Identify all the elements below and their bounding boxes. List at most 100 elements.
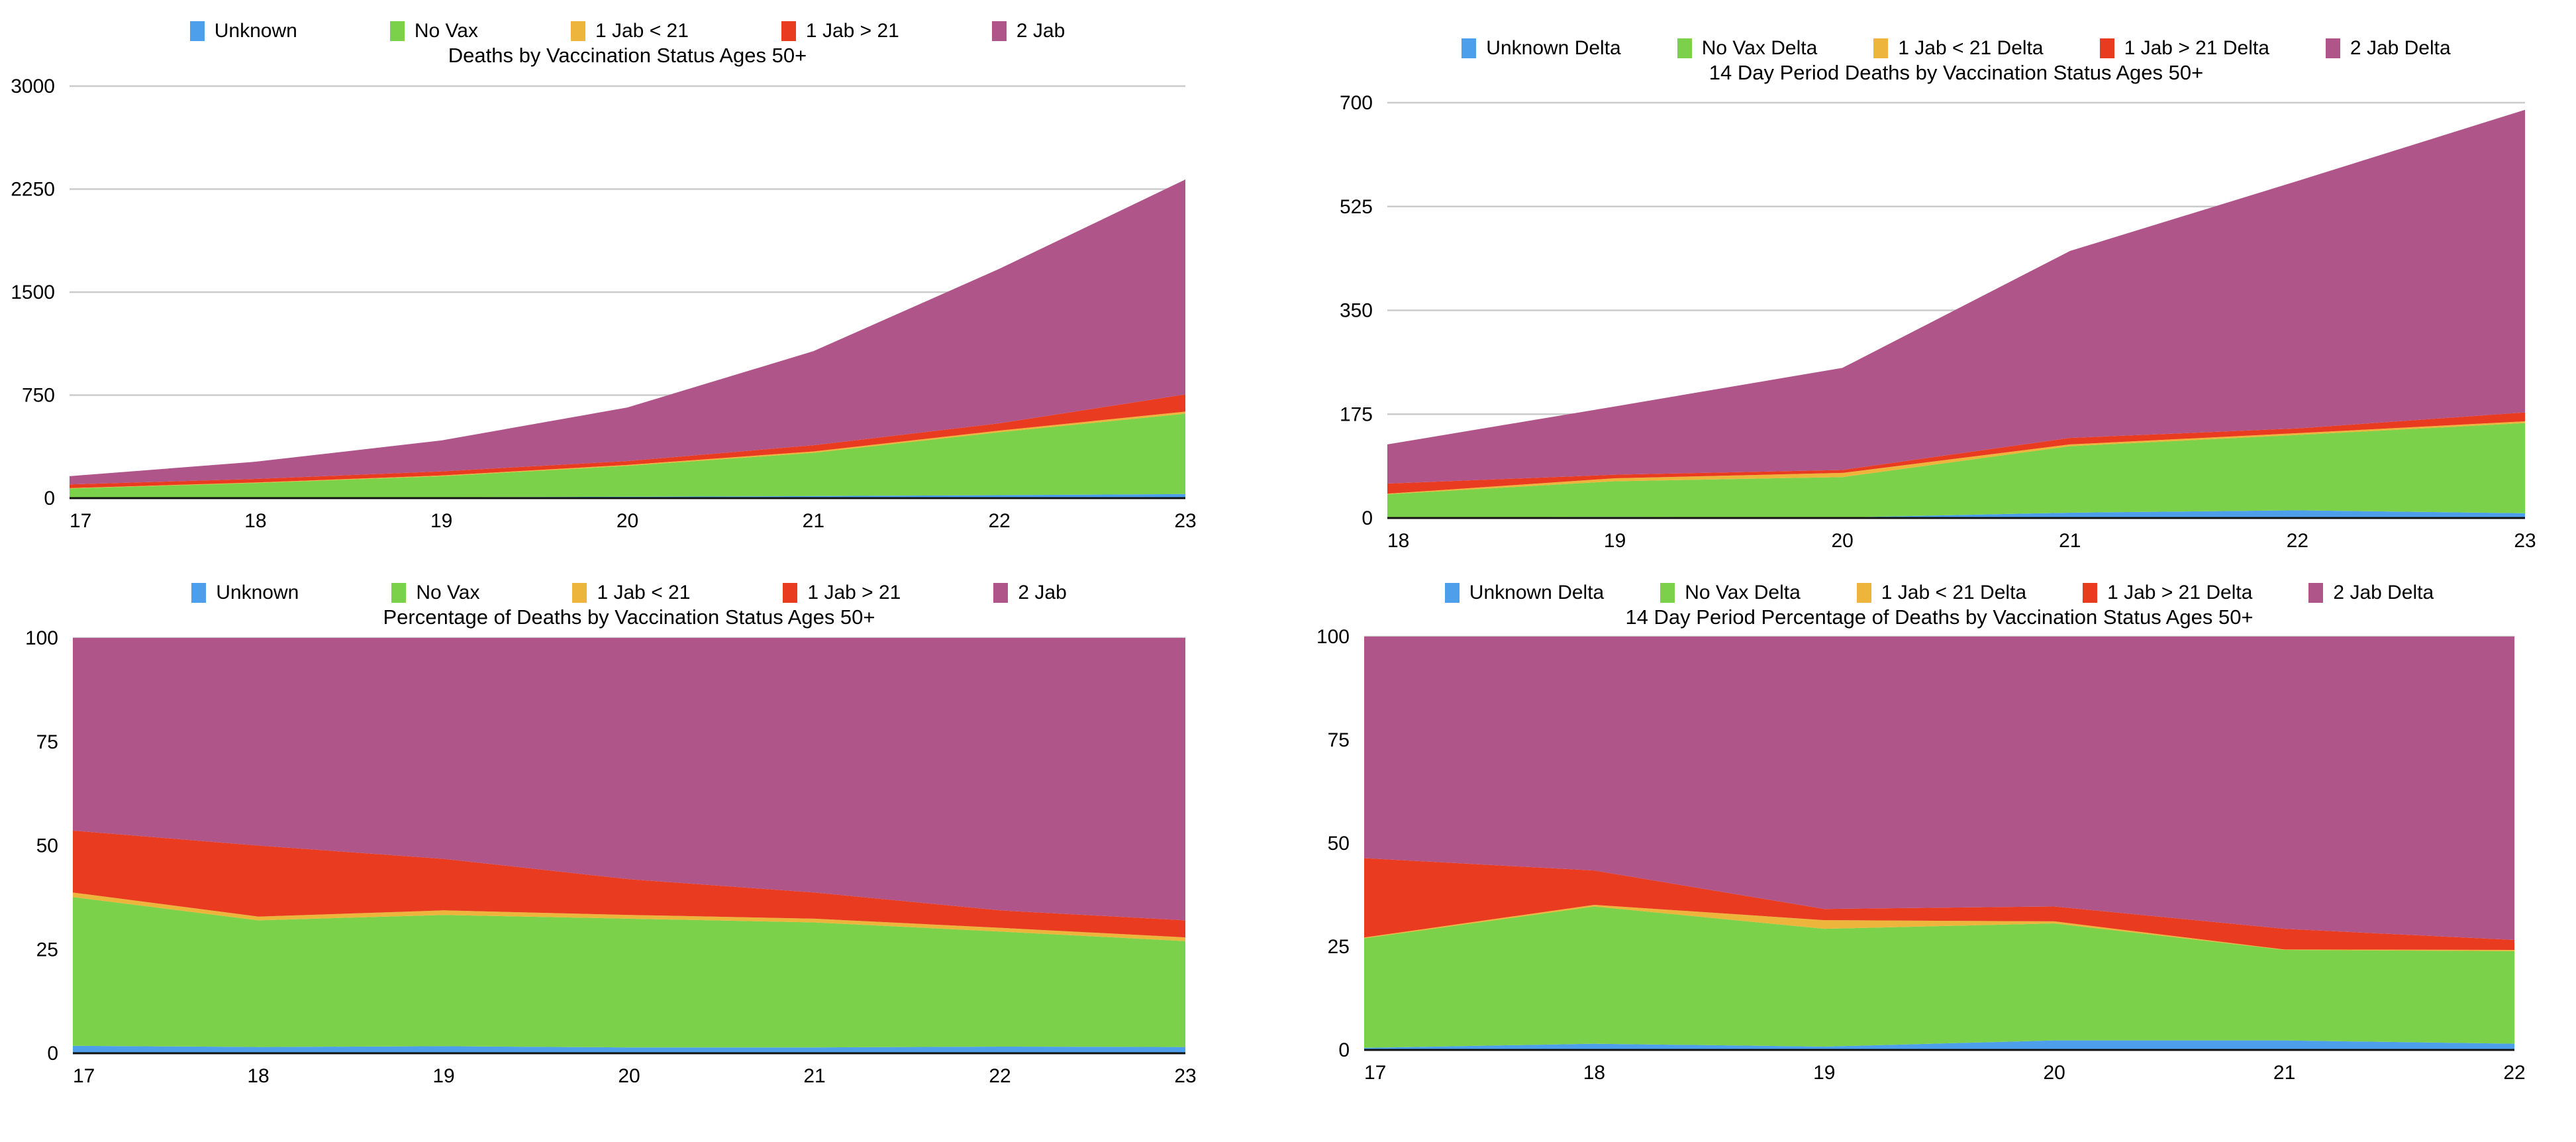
y-tick-label: 75 (36, 731, 58, 753)
legend-swatch-2-jab (993, 583, 1009, 603)
chart-title: 14 Day Period Deaths by Vaccination Stat… (1709, 61, 2204, 84)
legend-item-1-jab-21: 1 Jab > 21 (781, 20, 899, 42)
legend: Unknown Delta No Vax Delta 1 Jab < 21 Delt… (1387, 37, 2525, 60)
legend-item-unknown-delta: Unknown Delta (1461, 37, 1621, 60)
x-tick-label: 19 (430, 510, 452, 532)
legend-swatch-1-jab-21 (783, 583, 798, 603)
x-tick-label: 21 (803, 510, 824, 532)
chart-title: 14 Day Period Percentage of Deaths by Va… (1625, 605, 2254, 629)
chart-14-day-percentage-deaths-by-vaccination-status: Unknown Delta No Vax Delta 1 Jab < 21 Delt… (1288, 571, 2576, 1142)
area-no-vax-delta (1387, 423, 2525, 518)
x-tick-label: 20 (2044, 1062, 2065, 1084)
legend-label: Unknown (216, 582, 299, 603)
x-tick-label: 21 (2273, 1062, 2295, 1084)
y-tick-label: 50 (1328, 833, 1350, 855)
area-2-jab (70, 179, 1185, 485)
area-2-jab-delta (1364, 637, 2514, 941)
legend-swatch-no-vax (389, 21, 405, 41)
legend-swatch-unknown-delta (1444, 583, 1460, 603)
chart-title: Percentage of Deaths by Vaccination Stat… (383, 605, 875, 629)
x-tick-label: 17 (73, 1065, 95, 1087)
legend-swatch-2-jab-delta (2325, 38, 2340, 58)
legend-label: 1 Jab < 21 (597, 582, 691, 603)
legend-item-2-jab: 2 Jab (991, 20, 1065, 42)
legend-swatch-unknown (189, 21, 205, 41)
y-tick-label: 0 (1338, 1039, 1350, 1061)
x-tick-label: 22 (2287, 530, 2308, 552)
y-tick-label: 350 (1340, 300, 1373, 322)
x-tick-label: 18 (244, 510, 266, 532)
x-tick-label: 19 (1813, 1062, 1835, 1084)
area-unknown-delta (1364, 1040, 2514, 1050)
legend-swatch-1-jab-21 (781, 21, 796, 41)
y-tick-label: 175 (1340, 403, 1373, 425)
legend-item-unknown-delta: Unknown Delta (1444, 582, 1604, 604)
area-2-jab-delta (1387, 109, 2525, 484)
y-tick-label: 50 (36, 835, 58, 857)
legend-item-1-jab-21: 1 Jab > 21 (783, 582, 901, 604)
legend: Unknown No Vax 1 Jab < 21 1 Jab > 21 2 Jab (70, 20, 1185, 42)
legend-label: No Vax (416, 582, 480, 603)
area-1-jab-21 (73, 892, 1185, 941)
legend-swatch-unknown-delta (1461, 38, 1477, 58)
legend-item-2-jab-delta: 2 Jab Delta (2308, 582, 2434, 604)
y-tick-label: 0 (1362, 507, 1373, 529)
x-tick-label: 19 (432, 1065, 454, 1087)
area-2-jab (73, 638, 1185, 921)
legend-swatch-no-vax-delta (1677, 38, 1692, 58)
y-tick-label: 25 (1328, 936, 1350, 958)
y-tick-label: 0 (44, 488, 55, 509)
y-tick-label: 750 (22, 385, 55, 407)
legend-item-1-jab-21-delta: 1 Jab < 21 Delta (1873, 37, 2044, 60)
legend-item-1-jab-21: 1 Jab < 21 (572, 582, 690, 604)
legend-swatch-1-jab-21-delta (1873, 38, 1889, 58)
x-tick-label: 23 (1174, 1065, 1196, 1087)
legend-swatch-no-vax (391, 583, 407, 603)
x-tick-label: 20 (618, 1065, 640, 1087)
area-unknown (70, 493, 1185, 498)
legend-swatch-no-vax-delta (1660, 583, 1675, 603)
legend-label: 2 Jab (1016, 20, 1065, 42)
legend-label: No Vax Delta (1701, 37, 1818, 59)
legend-item-1-jab-21-delta: 1 Jab > 21 Delta (2083, 582, 2252, 604)
legend-swatch-unknown (191, 583, 207, 603)
legend-swatch-1-jab-21-delta (1856, 583, 1871, 603)
x-tick-label: 18 (1583, 1062, 1605, 1084)
chart-deaths-by-vaccination-status: Unknown No Vax 1 Jab < 21 1 Jab > 21 2 Jab D… (0, 0, 1288, 571)
legend: Unknown Delta No Vax Delta 1 Jab < 21 Delt… (1364, 582, 2514, 604)
plot-area: 0 750 1500 2250 3000 17 18 19 20 21 22 23 (11, 76, 1196, 532)
legend-label: 1 Jab > 21 Delta (2107, 582, 2253, 603)
legend-item-2-jab: 2 Jab (993, 582, 1067, 604)
plot-area: 0 175 350 525 700 18 19 20 21 22 23 (1340, 92, 2536, 552)
x-tick-label: 20 (1832, 530, 1854, 552)
legend-label: No Vax Delta (1685, 582, 1801, 603)
x-tick-label: 18 (1387, 530, 1409, 552)
x-tick-label: 21 (2059, 530, 2081, 552)
area-no-vax (73, 897, 1185, 1048)
x-tick-label: 23 (1174, 510, 1196, 532)
y-tick-label: 75 (1328, 729, 1350, 751)
legend-swatch-1-jab-21 (570, 21, 585, 41)
y-tick-label: 3000 (11, 76, 55, 97)
x-tick-label: 20 (617, 510, 638, 532)
legend-label: 1 Jab > 21 (805, 20, 899, 42)
legend-item-no-vax-delta: No Vax Delta (1660, 582, 1801, 604)
x-tick-label: 23 (2514, 530, 2536, 552)
legend: Unknown No Vax 1 Jab < 21 1 Jab > 21 2 Jab (73, 582, 1185, 604)
x-tick-label: 22 (2503, 1062, 2525, 1084)
area-1-jab-21-delta (1364, 858, 2514, 950)
x-tick-label: 17 (1364, 1062, 1386, 1084)
area-unknown (73, 1045, 1185, 1053)
legend-label: Unknown Delta (1486, 37, 1621, 59)
legend-label: 1 Jab > 21 Delta (2124, 37, 2269, 59)
y-tick-label: 100 (1316, 626, 1350, 648)
x-tick-label: 17 (70, 510, 91, 532)
legend-label: 1 Jab < 21 (595, 20, 689, 42)
legend-label: 1 Jab < 21 Delta (1881, 582, 2027, 603)
area-1-jab-21-delta (1387, 421, 2525, 495)
legend-label: No Vax (414, 20, 478, 42)
legend-item-unknown: Unknown (189, 20, 297, 42)
plot-area: 0 25 50 75 100 17 18 19 20 21 22 23 (25, 627, 1197, 1087)
chart-14-day-deaths-by-vaccination-status: Unknown Delta No Vax Delta 1 Jab < 21 Delt… (1288, 0, 2576, 571)
